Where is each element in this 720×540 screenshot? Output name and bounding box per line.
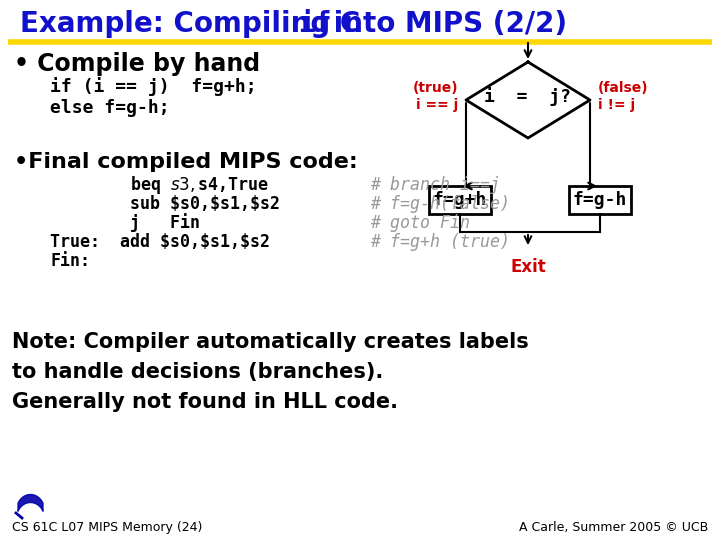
- Text: # f=g+h (true): # f=g+h (true): [370, 233, 510, 251]
- Text: CS 61C L07 MIPS Memory (24): CS 61C L07 MIPS Memory (24): [12, 522, 202, 535]
- Text: else f=g-h;: else f=g-h;: [50, 99, 170, 117]
- FancyBboxPatch shape: [569, 186, 631, 214]
- Text: if (i == j)  f=g+h;: if (i == j) f=g+h;: [50, 78, 256, 97]
- Text: beq $s3,$s4,True: beq $s3,$s4,True: [50, 174, 269, 196]
- Text: • Compile by hand: • Compile by hand: [14, 52, 260, 76]
- Text: i == j: i == j: [415, 98, 458, 112]
- Text: # branch i==j: # branch i==j: [370, 176, 500, 194]
- Text: f=g-h: f=g-h: [573, 191, 627, 209]
- Text: Exit: Exit: [510, 258, 546, 276]
- FancyBboxPatch shape: [429, 186, 491, 214]
- Text: A Carle, Summer 2005 © UCB: A Carle, Summer 2005 © UCB: [518, 522, 708, 535]
- Text: to handle decisions (branches).: to handle decisions (branches).: [12, 362, 383, 382]
- Text: # f=g-h(false): # f=g-h(false): [370, 195, 510, 213]
- Text: (false): (false): [598, 81, 649, 95]
- Text: into MIPS (2/2): into MIPS (2/2): [324, 10, 567, 38]
- Text: i  =  j?: i = j?: [485, 87, 572, 106]
- Text: if: if: [298, 10, 331, 38]
- Text: f=g+h: f=g+h: [433, 191, 487, 209]
- Text: sub $s0,$s1,$s2: sub $s0,$s1,$s2: [50, 195, 280, 213]
- Text: # goto Fin: # goto Fin: [370, 214, 470, 232]
- Text: Generally not found in HLL code.: Generally not found in HLL code.: [12, 392, 398, 412]
- Text: (true): (true): [413, 81, 458, 95]
- Text: True:  add $s0,$s1,$s2: True: add $s0,$s1,$s2: [50, 233, 270, 251]
- Text: Example: Compiling C: Example: Compiling C: [20, 10, 370, 38]
- Text: •Final compiled MIPS code:: •Final compiled MIPS code:: [14, 152, 358, 172]
- Text: j   Fin: j Fin: [50, 213, 200, 233]
- Text: Fin:: Fin:: [50, 252, 90, 270]
- Text: Note: Compiler automatically creates labels: Note: Compiler automatically creates lab…: [12, 332, 528, 352]
- Text: i != j: i != j: [598, 98, 635, 112]
